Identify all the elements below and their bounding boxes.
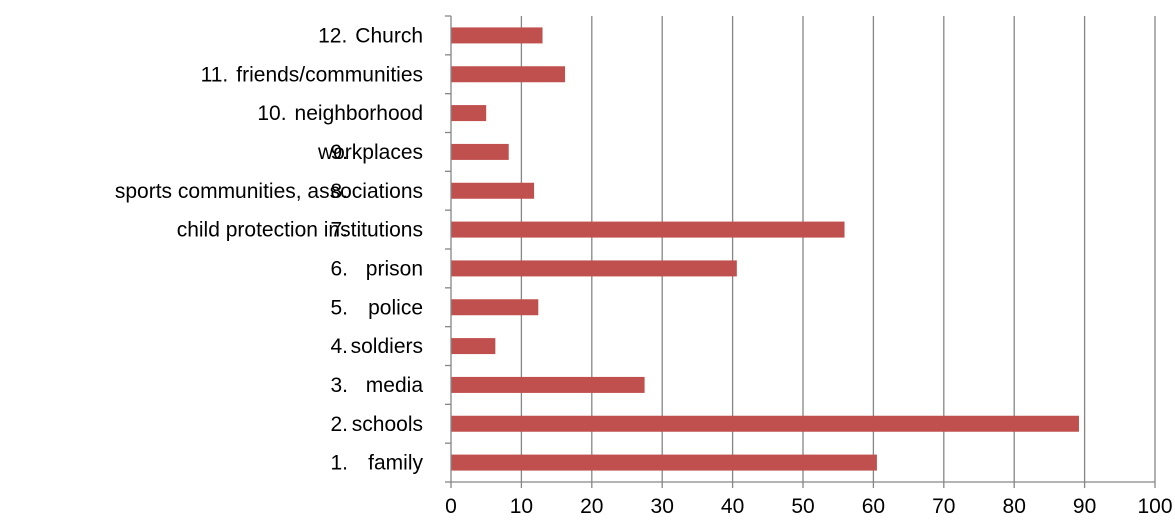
category-number-10: 10.	[257, 102, 286, 125]
x-tick-label-30: 30	[651, 495, 674, 518]
bar-9	[451, 143, 509, 160]
bar-6	[451, 260, 737, 277]
bar-7	[451, 221, 845, 238]
category-label-10: neighborhood	[295, 102, 423, 125]
x-tick-label-60: 60	[862, 495, 885, 518]
bar-4	[451, 338, 496, 355]
x-tick-label-70: 70	[932, 495, 955, 518]
bar-5	[451, 299, 539, 316]
x-tick-label-50: 50	[791, 495, 814, 518]
bar-11	[451, 66, 566, 83]
category-number-5: 5.	[330, 296, 348, 319]
category-label-11: friends/communities	[236, 63, 423, 86]
category-label-5: police	[368, 296, 423, 319]
bar-3	[451, 376, 645, 393]
bar-8	[451, 182, 535, 199]
category-number-2: 2.	[330, 413, 348, 436]
category-number-6: 6.	[330, 257, 348, 280]
category-number-8: 8.	[330, 180, 348, 203]
x-tick-labels: 0 10 20 30 40 50 60 70 80 90 100	[445, 495, 1172, 518]
x-tick-label-80: 80	[1003, 495, 1026, 518]
category-label-6: prison	[366, 257, 423, 280]
x-tick-label-20: 20	[580, 495, 603, 518]
bar-1	[451, 454, 877, 471]
category-label-1: family	[368, 452, 423, 475]
axes	[445, 15, 1156, 488]
category-label-2: schools	[352, 413, 423, 436]
category-number-9: 9.	[330, 141, 348, 164]
category-number-3: 3.	[330, 374, 348, 397]
category-number-11: 11.	[201, 63, 229, 86]
x-tick-label-10: 10	[510, 495, 533, 518]
grid-lines	[520, 16, 1156, 482]
x-tick-label-100: 100	[1137, 495, 1172, 518]
x-tick-label-0: 0	[445, 495, 457, 518]
category-number-4: 4.	[330, 335, 348, 358]
category-number-12: 12.	[318, 24, 347, 47]
bar-2	[451, 415, 1079, 432]
category-label-7: child protection institutions	[177, 219, 423, 242]
bar-12	[451, 27, 543, 44]
x-tick-label-40: 40	[721, 495, 744, 518]
bar-10	[451, 105, 487, 122]
category-label-4: soldiers	[351, 335, 423, 358]
bars	[451, 27, 1079, 471]
x-tick-label-90: 90	[1073, 495, 1096, 518]
category-number-7: 7.	[330, 219, 348, 242]
category-number-1: 1.	[330, 452, 348, 475]
category-label-12: Church	[355, 24, 423, 47]
category-label-8: sports communities, associations	[115, 180, 423, 203]
category-label-3: media	[366, 374, 424, 397]
category-label-9: workplaces	[317, 141, 423, 164]
